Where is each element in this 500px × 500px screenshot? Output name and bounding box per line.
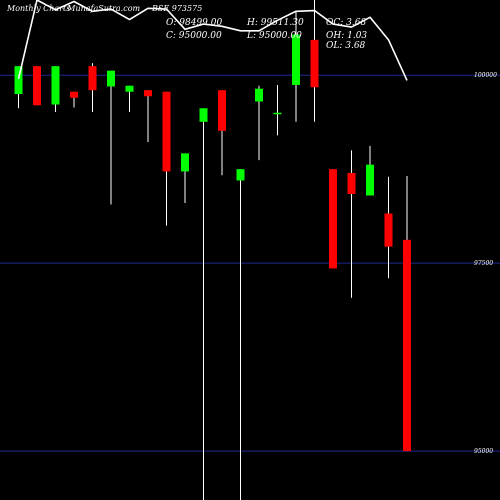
y-tick-label: 100000 [474,72,497,79]
symbol-label: BSE 973575 [151,4,202,13]
candle-body-up [107,70,115,87]
y-tick-label: 97500 [474,260,493,267]
grid-lines [0,74,500,452]
candle-body-down [144,90,152,97]
overlay-line [17,0,408,81]
site-label: - MunafaSutra.com [62,4,141,13]
chart-period-label: Monthly Charts [6,4,70,13]
price-line [17,0,408,81]
candle-body-down [70,91,78,98]
candle-body-up [236,169,245,181]
candle-body-down [88,66,97,91]
y-tick-label: 95000 [474,448,493,455]
candle-body-up [181,153,189,172]
candle-body-up [125,85,134,92]
candle-body-up [255,88,263,102]
y-axis-ticks: 100000 97500 95000 [474,72,497,455]
candle-body-down [403,239,411,452]
candle-body-down [33,66,41,106]
candles [14,0,411,500]
ohlc-oh: OH: 1.03 [326,31,367,41]
ohlc-close: C: 95000.00 [166,31,222,41]
candle-body-down [162,91,171,172]
candle-body-down [347,172,356,194]
candle-body-down [310,39,319,88]
candle-body-up [51,66,60,105]
candle-body-down [329,169,337,269]
candle-body-up [273,112,282,115]
candle-body-up [14,66,23,94]
ohlc-oc: OC: 3.68 [326,18,366,28]
ohlc-high: H: 99511.30 [246,18,304,28]
candle-body-down [218,90,226,131]
ohlc-low: L: 95000.00 [246,31,302,41]
ohlc-open: O: 98499.00 [166,18,222,28]
candle-body-up [366,164,374,196]
candle-body-up [199,108,208,122]
candle-body-down [384,213,393,247]
ohlc-ol: OL: 3.68 [326,41,366,51]
candle-body-up [292,34,300,85]
